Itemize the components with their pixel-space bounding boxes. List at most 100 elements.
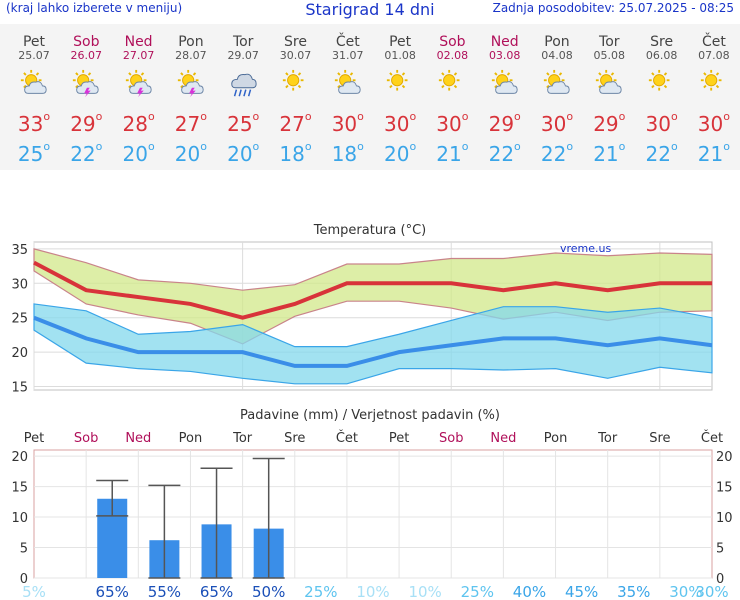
y-tick-label: 20 xyxy=(11,346,28,361)
day-column: Sob 02.08 30o 21o xyxy=(426,24,478,170)
min-temperature: 20o xyxy=(174,140,207,166)
probability-label: 65% xyxy=(200,583,233,600)
day-column: Čet 07.08 30o 21o xyxy=(688,24,740,170)
day-date: 27.07 xyxy=(122,49,155,62)
sun-icon xyxy=(439,69,460,91)
sun-shape xyxy=(282,69,303,91)
probability-label: 5% xyxy=(22,583,46,600)
daily-forecast-panel: Pet 25.07 33o 25o Sob 26.07 29o 22o Ned 27.07 28o 2… xyxy=(0,24,740,170)
day-date: 07.08 xyxy=(698,49,730,62)
y-tick-label-left: 10 xyxy=(11,511,28,526)
min-temperature: 22o xyxy=(540,140,574,166)
sun-icon xyxy=(700,69,722,91)
watermark-label: vreme.us xyxy=(560,242,612,255)
day-name: Pet xyxy=(22,34,46,50)
x-category-label: Pon xyxy=(179,431,203,446)
day-column: Sre 30.07 27o 18o xyxy=(270,24,322,170)
day-name: Čet xyxy=(335,34,360,50)
x-category-label: Tor xyxy=(597,431,618,446)
probability-label: 35% xyxy=(617,583,650,600)
day-column: Tor 05.08 29o 21o xyxy=(583,24,635,170)
x-category-label: Ned xyxy=(490,431,516,446)
max-temperature: 30o xyxy=(645,110,678,136)
day-column: Ned 27.07 28o 20o xyxy=(113,24,165,170)
sun-cloud-icon xyxy=(543,69,570,94)
sun-storm-icon xyxy=(73,69,99,98)
day-name: Pet xyxy=(389,34,412,50)
sun-shape xyxy=(648,69,670,91)
min-temperature: 18o xyxy=(279,140,312,166)
sun-shape xyxy=(386,69,408,91)
day-column: Pon 04.08 30o 22o xyxy=(531,24,583,170)
probability-label: 65% xyxy=(96,583,129,600)
min-temperature: 21o xyxy=(436,140,469,166)
max-temperature: 30o xyxy=(384,110,417,136)
page-title: Starigrad 14 dni xyxy=(305,0,435,19)
y-tick-label-right: 10 xyxy=(716,511,733,526)
day-name: Sre xyxy=(284,34,307,50)
day-date: 01.08 xyxy=(384,49,416,62)
probability-label: 10% xyxy=(408,583,441,600)
max-temperature: 30o xyxy=(540,110,574,136)
min-temperature: 22o xyxy=(70,140,103,166)
y-tick-label: 35 xyxy=(11,243,28,258)
chart-title: Temperatura (°C) xyxy=(313,223,426,238)
day-date: 29.07 xyxy=(227,49,259,62)
max-series-line xyxy=(33,260,712,320)
min-temperature: 21o xyxy=(593,140,626,166)
max-temperature: 30o xyxy=(697,110,730,136)
day-name: Sre xyxy=(650,34,674,50)
y-tick-label-right: 15 xyxy=(716,481,733,496)
x-category-label: Sre xyxy=(284,431,305,446)
page-header: (kraj lahko izberete v meniju) Starigrad… xyxy=(0,0,740,22)
y-tick-label: 30 xyxy=(11,277,28,292)
y-tick-label-left: 20 xyxy=(11,450,28,465)
day-name: Tor xyxy=(232,34,254,50)
day-column: Pet 01.08 30o 20o xyxy=(374,24,426,170)
x-category-label: Pet xyxy=(389,431,409,446)
sun-icon xyxy=(648,69,670,91)
day-name: Čet xyxy=(701,34,726,50)
rain-cloud-icon xyxy=(231,73,257,97)
y-tick-label-left: 15 xyxy=(11,481,28,496)
sun-cloud-icon xyxy=(491,69,518,94)
day-date: 26.07 xyxy=(70,49,103,62)
day-name: Sob xyxy=(73,34,100,50)
x-category-label: Čet xyxy=(336,430,358,446)
sun-shape xyxy=(20,69,42,91)
day-column: Sob 26.07 29o 22o xyxy=(60,24,112,170)
day-date: 28.07 xyxy=(175,49,207,62)
probability-label: 45% xyxy=(565,583,598,600)
plot-area xyxy=(33,449,713,579)
day-column: Pet 25.07 33o 25o xyxy=(8,24,60,170)
max-temperature: 27o xyxy=(174,110,207,136)
day-column: Pon 28.07 27o 20o xyxy=(165,24,217,170)
sun-storm-icon xyxy=(125,69,152,98)
probability-label: 25% xyxy=(461,583,494,600)
x-category-label: Čet xyxy=(701,430,723,446)
probability-label: 40% xyxy=(513,583,546,600)
max-temperature: 27o xyxy=(279,110,312,136)
day-date: 02.08 xyxy=(436,49,469,62)
probability-label: 30% xyxy=(695,583,728,600)
day-name: Pon xyxy=(178,34,204,50)
day-date: 03.08 xyxy=(488,49,521,62)
day-name: Ned xyxy=(124,34,153,50)
day-date: 30.07 xyxy=(279,49,312,62)
y-tick-label-right: 20 xyxy=(716,450,733,465)
max-temperature: 25o xyxy=(227,110,260,136)
y-tick-label-left: 5 xyxy=(20,542,28,557)
min-temperature: 21o xyxy=(697,140,730,166)
sun-shape xyxy=(700,69,722,91)
min-temperature: 25o xyxy=(17,140,51,166)
sun-cloud-icon xyxy=(334,69,361,94)
max-temperature: 33o xyxy=(17,110,51,136)
max-temperature: 28o xyxy=(122,110,155,136)
sun-icon xyxy=(282,69,303,91)
day-date: 04.08 xyxy=(541,49,573,62)
day-column: Tor 29.07 25o 20o xyxy=(217,24,269,170)
last-update: Zadnja posodobitev: 25.07.2025 - 08:25 xyxy=(492,1,734,15)
menu-hint[interactable]: (kraj lahko izberete v meniju) xyxy=(6,1,183,15)
min-temperature: 20o xyxy=(122,140,155,166)
day-date: 25.07 xyxy=(18,49,50,62)
